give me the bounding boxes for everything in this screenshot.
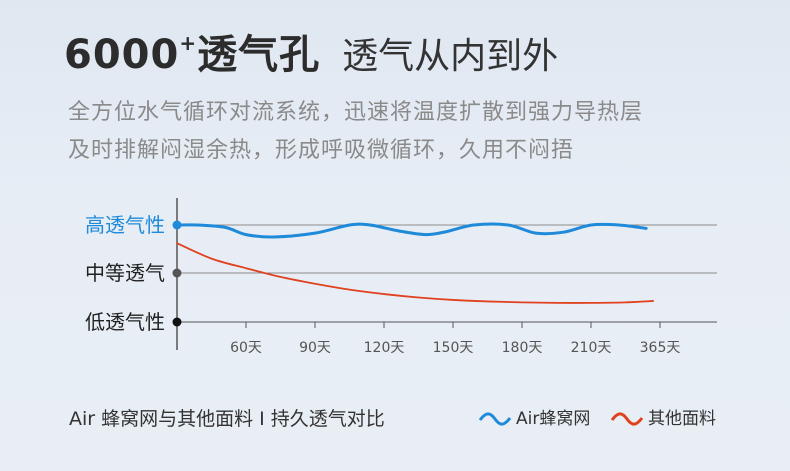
- x-tick-label: 150天: [433, 340, 474, 356]
- x-tick-label: 90天: [299, 340, 331, 356]
- legend-item-air-mesh: Air蜂窝网: [478, 404, 590, 429]
- series-line-1: [176, 242, 654, 304]
- title-subtitle: 透气从内到外: [342, 36, 559, 77]
- description-line-1: 全方位水气循环对流系统，迅速将温度扩散到强力导热层: [68, 100, 644, 125]
- x-tick-label: 365天: [640, 340, 681, 356]
- legend-wave-blue-icon: [478, 412, 512, 426]
- chart-caption: Air 蜂窝网与其他面料 I 持久透气对比: [69, 408, 385, 430]
- y-level-label: 中等透气: [85, 261, 165, 285]
- x-tick-label: 210天: [571, 340, 612, 356]
- y-level-label: 高透气性: [85, 213, 165, 237]
- y-level-label: 低透气性: [85, 310, 165, 334]
- x-tick-label: 60天: [230, 340, 262, 356]
- y-level-dot: [172, 317, 182, 327]
- legend-label-other-fabric: 其他面料: [648, 409, 716, 429]
- title-main: 6000+透气孔: [64, 31, 321, 78]
- page-title: 6000+透气孔 透气从内到外: [64, 22, 558, 80]
- series-line-0: [175, 222, 648, 239]
- description-line-2: 及时排解闷湿余热，形成呼吸微循环，久用不闷捂: [68, 138, 575, 163]
- y-level-dot: [172, 268, 182, 278]
- legend-wave-red-icon: [610, 412, 644, 426]
- x-tick-label: 180天: [502, 340, 543, 356]
- legend-label-air-mesh: Air蜂窝网: [516, 409, 591, 429]
- legend-item-other-fabric: 其他面料: [610, 404, 716, 429]
- x-tick-label: 120天: [364, 340, 405, 356]
